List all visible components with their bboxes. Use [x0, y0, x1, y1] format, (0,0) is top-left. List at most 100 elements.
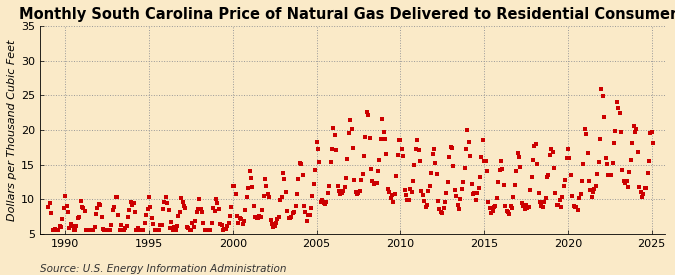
- Point: [222, 224, 233, 228]
- Point: [45, 201, 55, 205]
- Point: [452, 203, 463, 208]
- Point: [127, 202, 138, 207]
- Point: [405, 187, 416, 191]
- Point: [535, 200, 545, 204]
- Point: [469, 191, 480, 196]
- Point: [539, 200, 549, 204]
- Point: [95, 203, 105, 207]
- Point: [450, 188, 460, 192]
- Point: [340, 176, 351, 180]
- Point: [501, 209, 512, 213]
- Point: [296, 161, 306, 166]
- Point: [585, 188, 596, 192]
- Point: [348, 146, 358, 150]
- Point: [480, 159, 491, 164]
- Point: [267, 222, 277, 226]
- Point: [630, 130, 641, 134]
- Point: [170, 228, 181, 233]
- Point: [166, 220, 177, 224]
- Point: [637, 195, 647, 199]
- Point: [536, 204, 547, 208]
- Point: [70, 228, 80, 233]
- Point: [550, 191, 561, 196]
- Point: [609, 141, 620, 145]
- Point: [75, 199, 86, 204]
- Y-axis label: Dollars per Thousand Cubic Feet: Dollars per Thousand Cubic Feet: [7, 39, 17, 221]
- Point: [51, 228, 62, 233]
- Point: [98, 227, 109, 231]
- Point: [119, 228, 130, 233]
- Point: [258, 194, 269, 198]
- Point: [176, 196, 186, 200]
- Point: [418, 199, 429, 204]
- Point: [373, 169, 383, 173]
- Point: [645, 131, 655, 135]
- Point: [256, 208, 267, 212]
- Point: [612, 100, 622, 104]
- Point: [613, 105, 624, 110]
- Point: [282, 209, 293, 213]
- Point: [500, 204, 510, 208]
- Point: [618, 178, 629, 183]
- Point: [520, 203, 531, 207]
- Point: [308, 182, 319, 186]
- Point: [307, 194, 318, 198]
- Point: [421, 203, 432, 207]
- Point: [99, 228, 110, 233]
- Point: [462, 128, 472, 133]
- Point: [470, 197, 481, 202]
- Point: [247, 185, 258, 189]
- Point: [216, 222, 227, 227]
- Point: [508, 195, 519, 200]
- Point: [398, 154, 408, 158]
- Point: [105, 228, 115, 232]
- Point: [328, 126, 339, 130]
- Point: [264, 194, 275, 199]
- Point: [165, 226, 176, 231]
- Point: [444, 155, 455, 159]
- Point: [78, 206, 89, 211]
- Point: [298, 204, 309, 208]
- Point: [455, 197, 466, 201]
- Point: [522, 205, 533, 210]
- Point: [642, 171, 653, 175]
- Point: [374, 158, 385, 163]
- Point: [255, 215, 266, 219]
- Point: [438, 206, 449, 210]
- Point: [183, 226, 194, 230]
- Point: [514, 155, 524, 159]
- Point: [568, 204, 579, 208]
- Point: [102, 228, 113, 233]
- Point: [406, 190, 417, 194]
- Point: [171, 223, 182, 228]
- Point: [47, 228, 58, 233]
- Point: [460, 147, 471, 151]
- Point: [215, 221, 225, 226]
- Point: [525, 188, 536, 192]
- Point: [219, 227, 230, 231]
- Point: [138, 228, 148, 233]
- Point: [570, 205, 580, 209]
- Point: [184, 228, 195, 233]
- Point: [468, 192, 479, 196]
- Point: [465, 154, 476, 159]
- Point: [364, 136, 375, 141]
- Point: [604, 173, 615, 177]
- Point: [315, 200, 326, 205]
- Point: [319, 202, 330, 206]
- Point: [198, 221, 209, 226]
- Point: [140, 221, 151, 225]
- Point: [324, 183, 335, 188]
- Point: [123, 215, 134, 219]
- Point: [528, 158, 539, 163]
- Point: [379, 136, 390, 141]
- Point: [477, 138, 488, 142]
- Point: [106, 223, 117, 227]
- Point: [479, 159, 489, 163]
- Point: [494, 168, 505, 172]
- Point: [638, 192, 649, 197]
- Point: [430, 161, 441, 165]
- Point: [389, 191, 400, 196]
- Point: [571, 205, 582, 209]
- Point: [518, 204, 529, 209]
